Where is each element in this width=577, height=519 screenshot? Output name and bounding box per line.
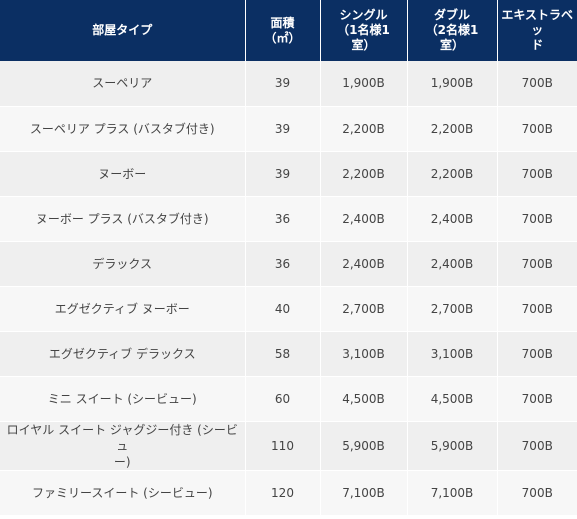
double-price-cell: 7,100B bbox=[407, 470, 498, 515]
room-name-cell: ロイヤル スイート ジャグジー付き (シービュ ー) bbox=[0, 421, 246, 470]
single-price-cell: 2,200B bbox=[320, 151, 408, 196]
area-cell: 36 bbox=[245, 241, 321, 286]
extra-bed-price-cell: 700B bbox=[521, 391, 553, 406]
single-price-cell: 7,100B bbox=[320, 470, 408, 515]
double-price-cell: 2,200B bbox=[407, 151, 498, 196]
header-single: シングル （1名様1 室） bbox=[320, 0, 408, 61]
table-row: エグゼクティブ デラックス 58 3,100B 3,100B 700B bbox=[0, 331, 577, 376]
area-cell: 40 bbox=[245, 286, 321, 331]
double-price-cell: 2,200B bbox=[407, 106, 498, 151]
table-row: スーペリア プラス (バスタブ付き) 39 2,200B 2,200B 700B bbox=[0, 106, 577, 151]
extra-bed-price-cell: 700B bbox=[521, 121, 553, 136]
area-cell: 58 bbox=[245, 331, 321, 376]
table-row: スーペリア 39 1,900B 1,900B 700B bbox=[0, 61, 577, 106]
room-name-cell: エグゼクティブ デラックス bbox=[0, 331, 246, 376]
table-row: ヌーボー 39 2,200B 2,200B 700B bbox=[0, 151, 577, 196]
single-price-cell: 5,900B bbox=[320, 421, 408, 470]
extra-bed-price-cell: 700B bbox=[521, 256, 553, 271]
single-price-cell: 4,500B bbox=[320, 376, 408, 421]
double-price-cell: 2,400B bbox=[407, 196, 498, 241]
area-cell: 39 bbox=[245, 106, 321, 151]
table-row: ミニ スイート (シービュー) 60 4,500B 4,500B 700B bbox=[0, 376, 577, 421]
single-price-cell: 2,700B bbox=[320, 286, 408, 331]
extra-bed-price-cell: 700B bbox=[521, 76, 553, 91]
table-row: エグゼクティブ ヌーボー 40 2,700B 2,700B 700B bbox=[0, 286, 577, 331]
room-name-cell: ヌーボー プラス (バスタブ付き) bbox=[0, 196, 246, 241]
room-name-cell: デラックス bbox=[0, 241, 246, 286]
double-price-cell: 2,400B bbox=[407, 241, 498, 286]
extra-bed-price-cell: 700B bbox=[521, 301, 553, 316]
double-price-cell: 3,100B bbox=[407, 331, 498, 376]
single-price-cell: 2,400B bbox=[320, 241, 408, 286]
extra-bed-price-cell: 700B bbox=[521, 346, 553, 361]
area-cell: 36 bbox=[245, 196, 321, 241]
area-cell: 110 bbox=[245, 421, 321, 470]
table-row: ヌーボー プラス (バスタブ付き) 36 2,400B 2,400B 700B bbox=[0, 196, 577, 241]
table-row: デラックス 36 2,400B 2,400B 700B bbox=[0, 241, 577, 286]
table-row: ロイヤル スイート ジャグジー付き (シービュ ー) 110 5,900B 5,9… bbox=[0, 421, 577, 470]
extra-bed-price-cell: 700B bbox=[521, 485, 553, 500]
area-cell: 39 bbox=[245, 61, 321, 106]
header-room-type: 部屋タイプ bbox=[0, 0, 246, 61]
room-name-cell: ファミリースイート (シービュー) bbox=[0, 470, 246, 515]
room-name-cell: ヌーボー bbox=[0, 151, 246, 196]
area-cell: 120 bbox=[245, 470, 321, 515]
double-price-cell: 1,900B bbox=[407, 61, 498, 106]
single-price-cell: 3,100B bbox=[320, 331, 408, 376]
single-price-cell: 2,200B bbox=[320, 106, 408, 151]
room-name-cell: ミニ スイート (シービュー) bbox=[0, 376, 246, 421]
extra-bed-price-cell: 700B bbox=[521, 211, 553, 226]
extra-bed-price-cell: 700B bbox=[521, 166, 553, 181]
room-name-cell: エグゼクティブ ヌーボー bbox=[0, 286, 246, 331]
room-name-cell: スーペリア bbox=[0, 61, 246, 106]
table-row: ファミリースイート (シービュー) 120 7,100B 7,100B 700B bbox=[0, 470, 577, 515]
extra-bed-price-cell: 700B bbox=[521, 438, 553, 453]
double-price-cell: 2,700B bbox=[407, 286, 498, 331]
header-double: ダブル （2名様1 室） bbox=[407, 0, 498, 61]
header-area: 面積 （㎡） bbox=[245, 0, 321, 61]
header-extra-bed: エキストラベッド bbox=[501, 8, 574, 52]
single-price-cell: 2,400B bbox=[320, 196, 408, 241]
table-header-row: 部屋タイプ 面積 （㎡） シングル （1名様1 室） ダブル （2名様1 室） エキストラ… bbox=[0, 0, 577, 61]
room-name-cell: スーペリア プラス (バスタブ付き) bbox=[0, 106, 246, 151]
area-cell: 60 bbox=[245, 376, 321, 421]
single-price-cell: 1,900B bbox=[320, 61, 408, 106]
double-price-cell: 5,900B bbox=[407, 421, 498, 470]
double-price-cell: 4,500B bbox=[407, 376, 498, 421]
area-cell: 39 bbox=[245, 151, 321, 196]
